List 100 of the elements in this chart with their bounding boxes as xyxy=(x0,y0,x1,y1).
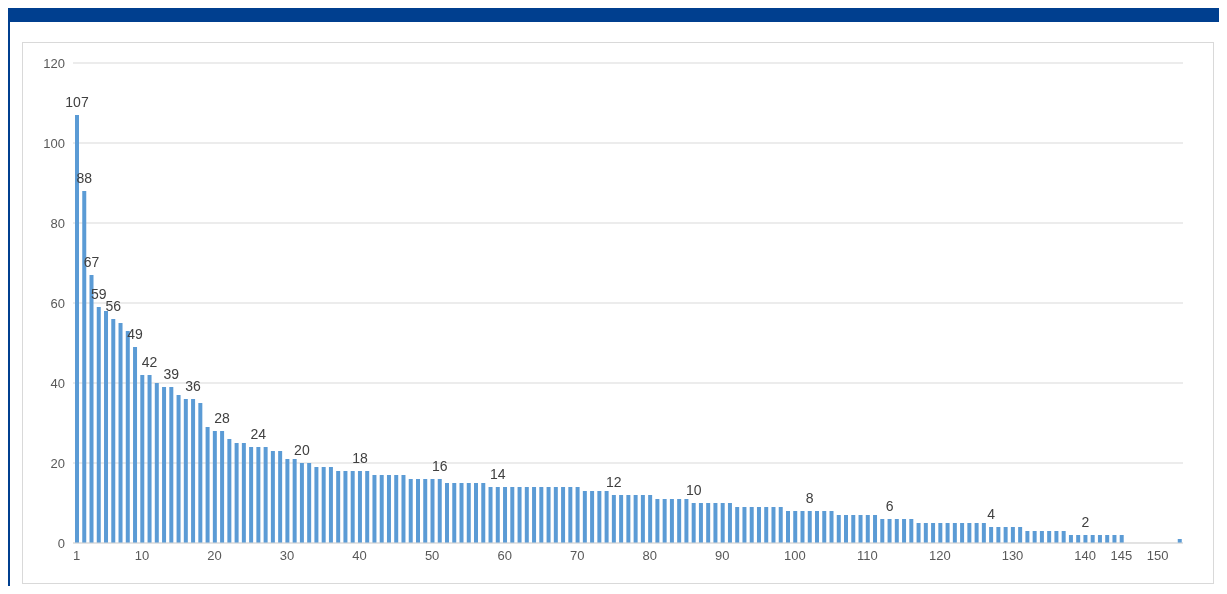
bar xyxy=(474,483,479,543)
data-label: 56 xyxy=(105,298,122,314)
x-tick-label: 30 xyxy=(279,548,295,564)
x-tick-label: 150 xyxy=(1146,548,1169,564)
bar xyxy=(169,387,174,543)
bar xyxy=(771,507,776,543)
bar xyxy=(162,387,167,543)
bar xyxy=(147,375,152,543)
bar xyxy=(1018,527,1023,543)
bar xyxy=(241,443,246,543)
bar xyxy=(118,323,123,543)
bar xyxy=(285,459,290,543)
bar xyxy=(220,431,225,543)
bar xyxy=(749,507,754,543)
bar xyxy=(785,511,790,543)
bar xyxy=(822,511,827,543)
bar xyxy=(466,483,471,543)
bar xyxy=(764,507,769,543)
bar xyxy=(263,447,268,543)
x-tick-label: 130 xyxy=(1001,548,1024,564)
bar xyxy=(256,447,261,543)
bar xyxy=(575,487,580,543)
bar xyxy=(495,487,500,543)
bar xyxy=(568,487,573,543)
bar xyxy=(430,479,435,543)
bar xyxy=(524,487,529,543)
x-tick-label: 100 xyxy=(784,548,806,564)
bar xyxy=(989,527,994,543)
bar xyxy=(691,503,696,543)
bar xyxy=(546,487,551,543)
bar xyxy=(778,507,783,543)
data-label: 14 xyxy=(490,466,506,482)
bar xyxy=(314,467,319,543)
bar xyxy=(336,471,341,543)
bar xyxy=(974,523,979,543)
bar xyxy=(365,471,370,543)
data-label: 12 xyxy=(606,474,622,490)
x-tick-label: 40 xyxy=(352,548,367,564)
bar xyxy=(698,503,703,543)
bar xyxy=(648,495,653,543)
bar xyxy=(916,523,921,543)
bar xyxy=(619,495,624,543)
data-label: 24 xyxy=(250,426,267,442)
bar xyxy=(133,347,138,543)
data-label: 36 xyxy=(185,378,202,394)
bar xyxy=(1032,531,1037,543)
bar xyxy=(720,503,725,543)
bar xyxy=(611,495,616,543)
bar xyxy=(205,427,210,543)
bar xyxy=(894,519,899,543)
bar xyxy=(394,475,399,543)
bar xyxy=(198,403,203,543)
bar xyxy=(640,495,645,543)
bar xyxy=(1003,527,1008,543)
bar xyxy=(307,463,312,543)
bar xyxy=(510,487,515,543)
bar xyxy=(727,503,732,543)
bar xyxy=(227,439,232,543)
x-tick-label: 70 xyxy=(569,548,585,564)
bar xyxy=(582,491,587,543)
y-tick-label: 100 xyxy=(43,135,65,151)
y-tick-label: 0 xyxy=(57,535,65,551)
bar xyxy=(459,483,464,543)
data-label: 6 xyxy=(885,498,894,514)
bar xyxy=(887,519,892,543)
data-label: 10 xyxy=(685,482,702,498)
bar xyxy=(829,511,834,543)
bar xyxy=(902,519,907,543)
bar xyxy=(945,523,950,543)
bar xyxy=(836,515,841,543)
data-label: 16 xyxy=(431,458,448,474)
bar xyxy=(865,515,870,543)
bar xyxy=(807,511,812,543)
bar xyxy=(981,523,986,543)
bar xyxy=(249,447,254,543)
bar xyxy=(408,479,413,543)
bar xyxy=(706,503,711,543)
bar xyxy=(1010,527,1015,543)
bar xyxy=(909,519,914,543)
bar xyxy=(800,511,805,543)
data-label: 42 xyxy=(141,354,158,370)
bar xyxy=(960,523,965,543)
bar xyxy=(212,431,217,543)
y-tick-label: 60 xyxy=(50,295,65,311)
x-tick-label: 10 xyxy=(134,548,150,564)
x-tick-label: 80 xyxy=(642,548,657,564)
x-tick-label: 90 xyxy=(715,548,730,564)
bar xyxy=(590,491,595,543)
bar xyxy=(104,311,109,543)
bar xyxy=(561,487,566,543)
bar xyxy=(270,451,275,543)
bar xyxy=(357,471,362,543)
x-tick-label: 140 xyxy=(1074,548,1096,564)
bar xyxy=(1039,531,1044,543)
bar xyxy=(423,479,428,543)
data-label: 4 xyxy=(987,506,996,522)
x-tick-label: 145 xyxy=(1110,548,1133,564)
bar xyxy=(967,523,972,543)
data-label: 28 xyxy=(214,410,231,426)
y-tick-label: 20 xyxy=(50,455,65,471)
